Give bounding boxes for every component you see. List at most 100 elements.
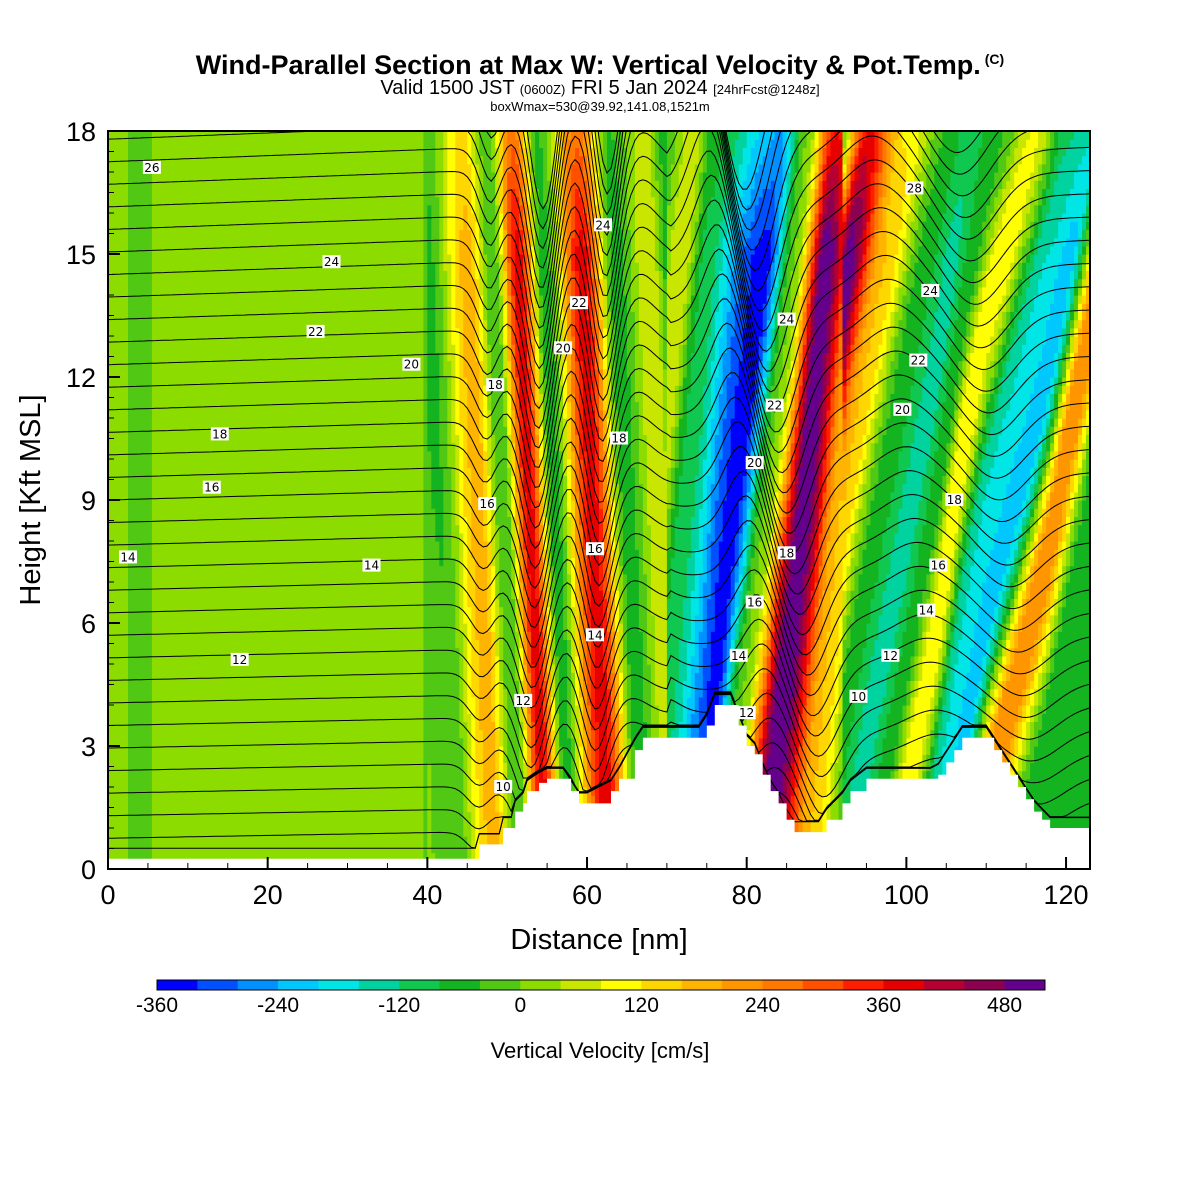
velocity-cell [108, 491, 129, 501]
velocity-cell [1022, 508, 1027, 517]
velocity-cell [1054, 475, 1071, 485]
velocity-cell [563, 532, 568, 542]
velocity-cell [962, 491, 967, 501]
velocity-cell [1034, 713, 1039, 722]
velocity-cell [990, 705, 995, 714]
velocity-cell [786, 746, 792, 755]
velocity-cell [878, 770, 891, 780]
velocity-cell [702, 524, 712, 534]
velocity-cell [994, 606, 999, 616]
velocity-cell [519, 688, 524, 698]
velocity-cell [710, 549, 720, 558]
velocity-cell [1014, 623, 1019, 632]
velocity-cell [654, 639, 668, 649]
velocity-cell [862, 532, 868, 542]
velocity-cell [918, 614, 923, 624]
velocity-cell [515, 516, 520, 526]
velocity-cell [914, 680, 919, 690]
velocity-cell [826, 557, 836, 567]
velocity-cell [830, 795, 836, 804]
velocity-cell [1046, 655, 1051, 665]
velocity-cell [682, 696, 688, 706]
velocity-cell [842, 729, 852, 739]
velocity-cell [686, 729, 692, 739]
velocity-cell [670, 532, 676, 542]
velocity-cell [834, 795, 840, 804]
velocity-cell [128, 787, 153, 796]
velocity-cell [1030, 508, 1035, 517]
velocity-cell [575, 746, 580, 755]
velocity-cell [962, 483, 967, 493]
velocity-cell [571, 573, 576, 583]
velocity-cell [595, 639, 604, 649]
velocity-cell [535, 688, 544, 698]
velocity-cell [1066, 500, 1071, 509]
velocity-cell [128, 541, 153, 550]
velocity-cell [511, 590, 516, 599]
velocity-cell [706, 680, 720, 690]
velocity-cell [962, 500, 967, 509]
velocity-cell [666, 508, 672, 517]
velocity-cell [1070, 500, 1075, 509]
velocity-cell [471, 688, 480, 698]
velocity-cell [842, 614, 848, 624]
velocity-cell [611, 491, 616, 501]
velocity-cell [694, 680, 704, 690]
velocity-cell [806, 721, 812, 731]
velocity-cell [766, 664, 772, 673]
velocity-cell [463, 467, 472, 476]
velocity-cell [128, 762, 153, 772]
velocity-cell [782, 524, 788, 534]
velocity-cell [539, 647, 544, 657]
velocity-cell [826, 541, 836, 550]
velocity-cell [650, 598, 668, 608]
velocity-cell [623, 623, 628, 632]
velocity-cell [958, 541, 963, 550]
velocity-cell [539, 508, 544, 517]
velocity-cell [531, 491, 536, 501]
velocity-cell [758, 737, 764, 747]
velocity-cell [507, 811, 512, 821]
velocity-cell [1006, 680, 1027, 690]
velocity-cell [567, 696, 572, 706]
velocity-cell [527, 532, 536, 542]
velocity-cell [770, 582, 776, 591]
velocity-cell [151, 557, 424, 567]
velocity-cell [802, 647, 808, 657]
velocity-cell [543, 565, 548, 575]
velocity-cell [826, 746, 836, 755]
velocity-cell [854, 713, 864, 722]
velocity-cell [595, 655, 604, 665]
velocity-cell [587, 705, 592, 714]
velocity-cell [950, 483, 963, 493]
velocity-cell [730, 614, 736, 624]
velocity-cell [547, 696, 552, 706]
velocity-cell [571, 606, 576, 616]
velocity-cell [690, 672, 696, 681]
velocity-cell [471, 664, 480, 673]
velocity-cell [814, 639, 820, 649]
velocity-cell [658, 713, 668, 722]
velocity-cell [523, 524, 528, 534]
velocity-cell [974, 639, 987, 649]
velocity-cell [475, 565, 488, 575]
velocity-cell [571, 565, 576, 575]
velocity-cell [778, 590, 784, 599]
velocity-cell [730, 590, 736, 599]
velocity-cell [523, 729, 528, 739]
velocity-cell [874, 582, 887, 591]
velocity-cell [423, 836, 428, 845]
velocity-cell [423, 778, 428, 788]
velocity-cell [539, 541, 544, 550]
velocity-cell [922, 664, 939, 673]
velocity-cell [858, 590, 876, 599]
velocity-cell [694, 623, 704, 632]
velocity-cell [882, 696, 891, 706]
velocity-cell [894, 631, 903, 640]
velocity-cell [571, 598, 576, 608]
velocity-cell [994, 664, 999, 673]
velocity-cell [463, 828, 472, 837]
velocity-cell [850, 582, 856, 591]
velocity-cell [467, 672, 472, 681]
velocity-cell [1058, 598, 1063, 608]
